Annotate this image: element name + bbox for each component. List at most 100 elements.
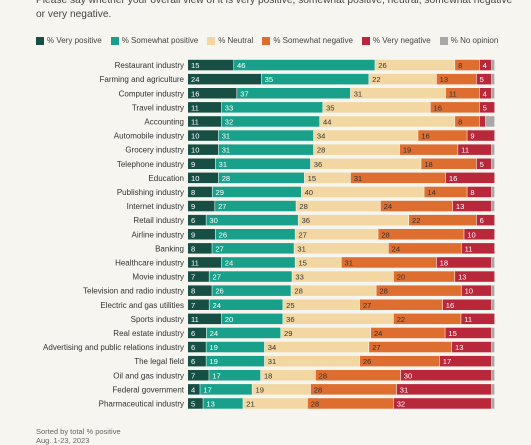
data-label-very-negative: 13 (455, 343, 463, 352)
data-label-very-negative: 11 (461, 146, 469, 155)
data-label-somewhat-negative: 22 (397, 315, 405, 324)
bar-segment-very-positive (188, 200, 215, 212)
bar-segment-somewhat-positive (203, 398, 243, 409)
data-label-very-negative: 16 (446, 301, 454, 310)
data-label-neutral: 31 (297, 244, 305, 253)
bar-segment-very-negative (458, 144, 492, 155)
bar-segment-neutral (283, 313, 394, 325)
data-label-very-negative: 31 (400, 385, 408, 394)
bar-segment-somewhat-positive (261, 73, 369, 85)
legend-item-no-opinion: % No opinion (439, 36, 498, 45)
data-label-very-positive: 9 (191, 230, 195, 239)
legend-swatch (262, 36, 271, 45)
bar-segment-very-positive (188, 257, 222, 268)
data-label-neutral: 40 (305, 188, 313, 197)
data-label-neutral: 36 (302, 216, 310, 225)
data-label-very-negative: 13 (458, 273, 466, 282)
bar-segment-somewhat-positive (221, 102, 323, 113)
data-label-very-negative: 18 (440, 258, 448, 267)
data-label-very-positive: 6 (191, 216, 195, 225)
bar-segment-very-negative (445, 172, 495, 184)
bar-segment-somewhat-negative (430, 102, 480, 113)
bar-segment-very-negative (467, 186, 492, 198)
bar-segment-very-positive (188, 341, 206, 353)
category-label: Education (148, 174, 184, 183)
data-label-somewhat-negative: 28 (379, 287, 387, 296)
data-label-somewhat-positive: 27 (212, 273, 220, 282)
data-label-somewhat-negative: 13 (440, 75, 448, 84)
bar-segment-very-negative (479, 59, 492, 71)
bar-segment-neutral (301, 186, 424, 198)
bar-segment-neutral (264, 341, 369, 353)
data-label-very-positive: 11 (191, 117, 199, 126)
data-label-somewhat-positive: 24 (210, 329, 218, 338)
bar-segment-somewhat-negative (376, 285, 461, 296)
bar-segment-somewhat-negative (399, 144, 458, 155)
legend-label: % Somewhat negative (273, 36, 353, 45)
bar-segment-somewhat-negative (424, 186, 467, 198)
data-label-very-positive: 24 (191, 75, 199, 84)
bar-segment-somewhat-negative (359, 355, 440, 367)
bar-segment-somewhat-negative (455, 116, 480, 127)
bar-segment-somewhat-positive (200, 384, 252, 395)
bar-segment-no-opinion (491, 327, 495, 339)
data-label-neutral: 36 (286, 315, 294, 324)
category-label: Grocery industry (125, 146, 184, 155)
data-label-somewhat-negative: 19 (403, 146, 411, 155)
bar-segment-somewhat-negative (378, 229, 464, 240)
data-label-somewhat-positive: 24 (212, 301, 220, 310)
data-label-very-positive: 6 (191, 329, 195, 338)
data-label-somewhat-positive: 31 (219, 160, 227, 169)
legend-swatch (36, 36, 44, 45)
data-label-neutral: 22 (372, 75, 380, 84)
data-label-very-negative: 11 (464, 315, 472, 324)
bar-segment-very-negative (476, 214, 495, 226)
data-label-very-negative: 5 (480, 75, 484, 84)
bar-segment-very-negative (467, 130, 495, 141)
bar-segment-very-negative (461, 313, 495, 325)
data-label-somewhat-negative: 28 (319, 371, 327, 380)
bar-segment-no-opinion (491, 355, 495, 367)
bar-segment-very-negative (396, 384, 492, 395)
bar-segment-no-opinion (491, 341, 495, 353)
bar-segment-neutral (313, 130, 418, 141)
legend-swatch (207, 36, 216, 45)
category-label: Sports industry (131, 315, 184, 324)
bar-segment-no-opinion (491, 299, 495, 310)
bar-segment-somewhat-negative (380, 200, 453, 212)
data-label-very-negative: 5 (480, 160, 484, 169)
bar-segment-somewhat-positive (212, 243, 294, 254)
bar-segment-somewhat-negative (350, 172, 446, 184)
bar-segment-somewhat-positive (212, 186, 301, 198)
data-label-somewhat-negative: 16 (421, 132, 429, 141)
bar-segment-very-negative (479, 116, 486, 127)
bar-segment-somewhat-negative (388, 243, 461, 254)
data-label-neutral: 21 (246, 399, 254, 408)
bar-segment-very-negative (476, 73, 492, 85)
bar-segment-somewhat-negative (310, 384, 397, 395)
data-label-very-positive: 5 (191, 399, 195, 408)
category-label: Advertising and public relations industr… (43, 343, 184, 352)
data-label-neutral: 31 (354, 89, 362, 98)
bar-segment-neutral (375, 59, 455, 71)
data-label-neutral: 34 (317, 132, 325, 141)
data-label-somewhat-negative: 28 (311, 399, 319, 408)
bar-segment-somewhat-negative (409, 214, 476, 226)
data-label-neutral: 18 (264, 371, 272, 380)
category-label: Airline industry (132, 230, 184, 239)
legend-label: % Very negative (372, 36, 431, 45)
bar-segment-no-opinion (491, 384, 495, 395)
bar-segment-somewhat-positive (206, 214, 298, 226)
category-label: Travel industry (132, 103, 184, 112)
bar-segment-somewhat-positive (234, 59, 375, 71)
data-label-somewhat-positive: 32 (225, 117, 233, 126)
bar-segment-neutral (310, 158, 421, 169)
category-label: Retail industry (133, 216, 184, 225)
category-label: Electric and gas utilities (100, 301, 184, 310)
data-label-very-positive: 10 (191, 174, 199, 183)
bar-segment-very-negative (393, 398, 492, 409)
data-label-somewhat-negative: 26 (363, 357, 371, 366)
bar-segment-very-positive (188, 271, 209, 282)
bar-segment-no-opinion (491, 158, 495, 169)
data-label-somewhat-positive: 27 (218, 202, 226, 211)
